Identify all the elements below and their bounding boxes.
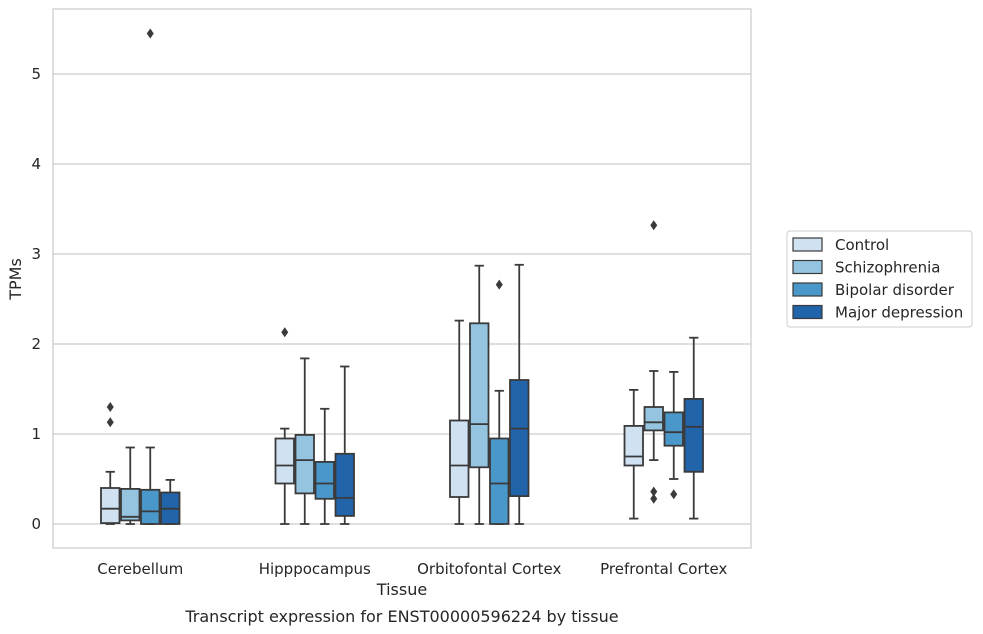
x-tick-label: Cerebellum [97, 560, 183, 578]
legend-swatch [792, 304, 823, 320]
box-body [683, 397, 704, 473]
box-body [294, 433, 315, 495]
outlier-point [106, 402, 114, 412]
legend-label: Control [835, 236, 889, 254]
box-group [663, 370, 684, 500]
x-tick-label: Orbitofontal Cortex [417, 560, 561, 578]
box-group [469, 264, 490, 525]
y-axis-label: TPMs [6, 258, 25, 301]
legend-label: Major depression [835, 304, 963, 322]
box-group [294, 357, 315, 525]
box-body [469, 322, 490, 469]
outlier-point [106, 417, 114, 428]
outlier-point [650, 220, 658, 231]
legend-label: Schizophrenia [835, 259, 940, 277]
legend-items: Control Schizophrenia Bipolar disorder Majo… [792, 236, 963, 322]
box-body [449, 419, 470, 498]
box-group [509, 263, 530, 525]
box-group [140, 28, 161, 525]
outlier-point [146, 28, 154, 39]
y-tick-label: 4 [31, 155, 41, 173]
legend: Control Schizophrenia Bipolar disorder Majo… [786, 230, 973, 328]
chart-caption: Transcript expression for ENST0000059622… [184, 607, 618, 626]
boxes [100, 28, 704, 525]
box-body [623, 424, 644, 467]
box-group [643, 220, 664, 504]
box-body [100, 487, 121, 524]
y-tick-label: 3 [31, 245, 41, 263]
plot-frame [52, 8, 752, 549]
legend-swatch [792, 259, 823, 275]
box-body [274, 437, 295, 485]
outlier-point [650, 486, 658, 497]
gridlines [53, 73, 751, 525]
box-group [274, 327, 295, 525]
x-tick-labels: Cerebellum Hipppocampus Orbitofontal Corte… [97, 560, 727, 578]
legend-swatch [792, 282, 823, 297]
x-tick-label: Hipppocampus [259, 560, 371, 578]
box-body [334, 452, 355, 517]
box-body [120, 487, 141, 522]
y-tick-label: 1 [31, 425, 41, 443]
outlier-point [495, 279, 503, 290]
box-group [120, 446, 141, 525]
box-group [449, 319, 470, 525]
box-group [160, 478, 181, 525]
box-group [623, 388, 644, 520]
box-group [314, 407, 335, 525]
box-group [334, 365, 355, 525]
x-tick-label: Prefrontal Cortex [600, 560, 727, 578]
outlier-point [650, 493, 658, 504]
box-body [314, 460, 335, 500]
outlier-point [670, 489, 678, 500]
legend-label: Bipolar disorder [835, 281, 955, 299]
box-group [489, 279, 510, 525]
y-tick-label: 5 [31, 65, 41, 83]
y-tick-label: 2 [31, 335, 41, 353]
outlier-point [281, 327, 289, 338]
legend-swatch [792, 237, 823, 252]
box-group [100, 402, 121, 525]
box-body [643, 406, 664, 432]
y-tick-label: 0 [31, 515, 41, 533]
box-body [489, 437, 510, 525]
y-tick-labels: 0 1 2 3 4 5 [31, 65, 41, 533]
legend-frame [786, 230, 973, 328]
plot-background [53, 9, 751, 548]
box-body [663, 411, 684, 447]
x-axis-label: Tissue [376, 580, 427, 599]
box-body [140, 488, 161, 525]
box-group [683, 336, 704, 520]
box-body [509, 379, 530, 497]
